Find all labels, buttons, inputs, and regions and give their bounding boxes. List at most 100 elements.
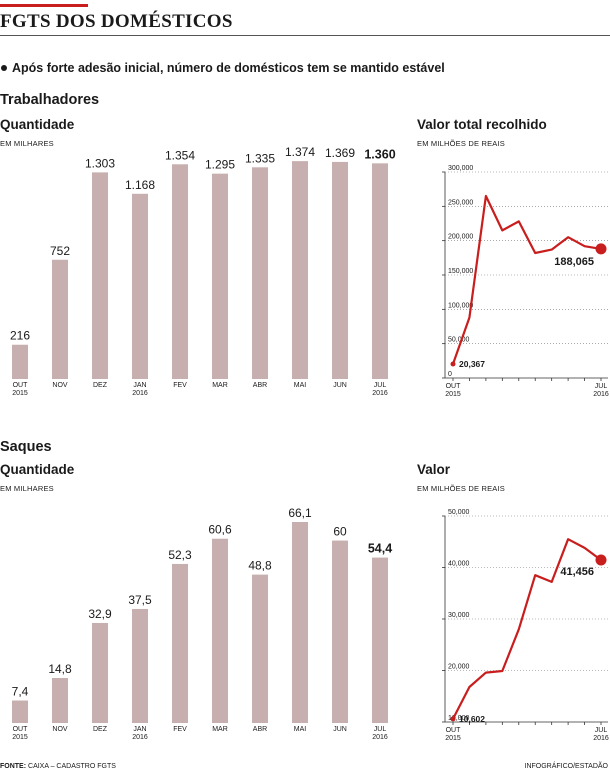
chart2-ytick-label-0: 0 bbox=[448, 371, 452, 378]
chart3-value-label-8: 60 bbox=[333, 525, 347, 539]
chart3-value-label-1: 14,8 bbox=[48, 662, 72, 676]
chart1-bar-7 bbox=[292, 161, 308, 379]
chart1-xlabel-2: DEZ bbox=[93, 382, 108, 389]
chart1-bar-6 bbox=[252, 167, 268, 379]
chart4-ytick-label-2: 30,000 bbox=[448, 612, 470, 619]
chart3-xlabel-2: DEZ bbox=[93, 726, 108, 733]
chart1-bar-4 bbox=[172, 164, 188, 379]
chart1-xlabel-4: FEV bbox=[173, 382, 187, 389]
chart3-xlabel-0: OUT 2015 bbox=[12, 726, 28, 741]
chart3-unit: EM MILHARES bbox=[0, 484, 54, 493]
chart1-value-label-6: 1.335 bbox=[245, 151, 275, 165]
chart2-title: Valor total recolhido bbox=[417, 117, 547, 132]
chart1-value-label-5: 1.295 bbox=[205, 158, 235, 172]
section-title-withdrawals: Saques bbox=[0, 439, 52, 455]
chart3-bar-2 bbox=[92, 622, 108, 723]
chart4-ytick-label-4: 50,000 bbox=[448, 509, 470, 516]
chart3-bar-4 bbox=[172, 563, 188, 723]
chart1-value-label-9: 1.360 bbox=[364, 147, 395, 161]
chart4-start-point bbox=[450, 716, 456, 722]
chart3-xlabel-1: NOV bbox=[52, 726, 68, 733]
chart2-end-point bbox=[595, 243, 607, 255]
chart1-value-label-1: 752 bbox=[50, 244, 70, 258]
chart1-value-label-7: 1.374 bbox=[285, 145, 315, 159]
chart3-bar-6 bbox=[252, 574, 268, 723]
chart3-bar-9 bbox=[372, 557, 388, 723]
chart4-ytick-label-3: 40,000 bbox=[448, 561, 470, 568]
chart1-xlabel-3: JAN 2016 bbox=[132, 382, 148, 397]
chart3-xlabel-3: JAN 2016 bbox=[132, 726, 148, 741]
chart1-value-label-2: 1.303 bbox=[85, 156, 115, 170]
chart4-series-line bbox=[452, 538, 602, 720]
chart3-value-label-6: 48,8 bbox=[248, 559, 272, 573]
chart3-xlabel-6: ABR bbox=[253, 726, 267, 733]
source-note: FONTE: CAIXA – CADASTRO FGTS bbox=[0, 763, 116, 770]
chart1-bar-3 bbox=[132, 193, 148, 379]
chart2-ytick-label-5: 250,000 bbox=[448, 199, 473, 206]
chart1-xlabel-5: MAR bbox=[212, 382, 228, 389]
chart1-bar-2 bbox=[92, 172, 108, 379]
chart3-bar-0 bbox=[12, 700, 28, 723]
credit-note: INFOGRÁFICO/ESTADÃO bbox=[524, 763, 609, 770]
page-subtitle: Após forte adesão inicial, número de dom… bbox=[0, 61, 445, 75]
chart4-title: Valor bbox=[417, 462, 451, 477]
chart1-bar-0 bbox=[12, 344, 28, 379]
chart2-end-label: 188,065 bbox=[554, 256, 594, 268]
subtitle-text: Após forte adesão inicial, número de dom… bbox=[12, 61, 445, 75]
chart2-series-line bbox=[451, 194, 602, 365]
chart3-value-label-3: 37,5 bbox=[128, 593, 152, 607]
chart3-xlabel-9: JUL 2016 bbox=[372, 726, 388, 741]
chart2-unit: EM MILHÕES DE REAIS bbox=[417, 139, 505, 148]
chart3-value-label-9: 54,4 bbox=[368, 542, 392, 556]
chart4-xlabel-start: OUT 2015 bbox=[445, 727, 461, 742]
source-text: CAIXA – CADASTRO FGTS bbox=[28, 763, 116, 770]
chart4-start-label: 10,602 bbox=[459, 714, 485, 724]
chart4-ytick-label-0: 10,000 bbox=[448, 715, 470, 722]
chart2-start-label: 20,367 bbox=[459, 359, 485, 369]
chart1-value-label-8: 1.369 bbox=[325, 146, 355, 160]
chart3-bar-1 bbox=[52, 677, 68, 723]
chart3-value-label-7: 66,1 bbox=[288, 506, 312, 520]
chart3-xlabel-4: FEV bbox=[173, 726, 187, 733]
source-label: FONTE: bbox=[0, 763, 27, 770]
chart3-bar-3 bbox=[132, 608, 148, 723]
chart1-bar-9 bbox=[372, 163, 388, 379]
title-divider bbox=[0, 35, 610, 36]
chart1-xlabel-1: NOV bbox=[52, 382, 68, 389]
chart1-title: Quantidade bbox=[0, 117, 75, 132]
chart3-value-label-0: 7,4 bbox=[12, 684, 29, 698]
chart2-ytick-label-4: 200,000 bbox=[448, 234, 473, 241]
top-accent-rule bbox=[0, 4, 88, 7]
chart1-unit: EM MILHARES bbox=[0, 139, 54, 148]
chart1-bar-8 bbox=[332, 161, 348, 379]
chart1-xlabel-9: JUL 2016 bbox=[372, 382, 388, 397]
chart1-value-label-3: 1.168 bbox=[125, 178, 155, 192]
page-title: FGTS DOS DOMÉSTICOS bbox=[0, 11, 233, 32]
chart3-bar-5 bbox=[212, 538, 228, 723]
chart1-xlabel-8: JUN bbox=[333, 382, 347, 389]
chart4-unit: EM MILHÕES DE REAIS bbox=[417, 484, 505, 493]
chart2-start-point bbox=[450, 361, 456, 367]
chart1-xlabel-0: OUT 2015 bbox=[12, 382, 28, 397]
chart3-value-label-5: 60,6 bbox=[208, 523, 232, 537]
chart4-xlabel-end: JUL 2016 bbox=[593, 727, 609, 742]
chart4-end-label: 41,456 bbox=[560, 566, 594, 578]
chart3-xlabel-5: MAR bbox=[212, 726, 228, 733]
chart1-value-label-0: 216 bbox=[10, 329, 30, 343]
chart2-ytick-label-6: 300,000 bbox=[448, 165, 473, 172]
chart3-bar-7 bbox=[292, 522, 308, 723]
chart1-xlabel-6: ABR bbox=[253, 382, 267, 389]
chart2-ytick-label-3: 150,000 bbox=[448, 268, 473, 275]
chart1-bar-1 bbox=[52, 259, 68, 379]
chart3-title: Quantidade bbox=[0, 462, 75, 477]
chart2-xlabel-start: OUT 2015 bbox=[445, 383, 461, 398]
chart4-end-point bbox=[595, 554, 607, 566]
chart3-value-label-2: 32,9 bbox=[88, 607, 112, 621]
chart3-bar-8 bbox=[332, 540, 348, 723]
chart2-ytick-label-1: 50,000 bbox=[448, 337, 470, 344]
chart1-xlabel-7: MAI bbox=[294, 382, 307, 389]
section-title-workers: Trabalhadores bbox=[0, 92, 100, 108]
chart1-value-label-4: 1.354 bbox=[165, 148, 195, 162]
chart3-value-label-4: 52,3 bbox=[168, 548, 192, 562]
